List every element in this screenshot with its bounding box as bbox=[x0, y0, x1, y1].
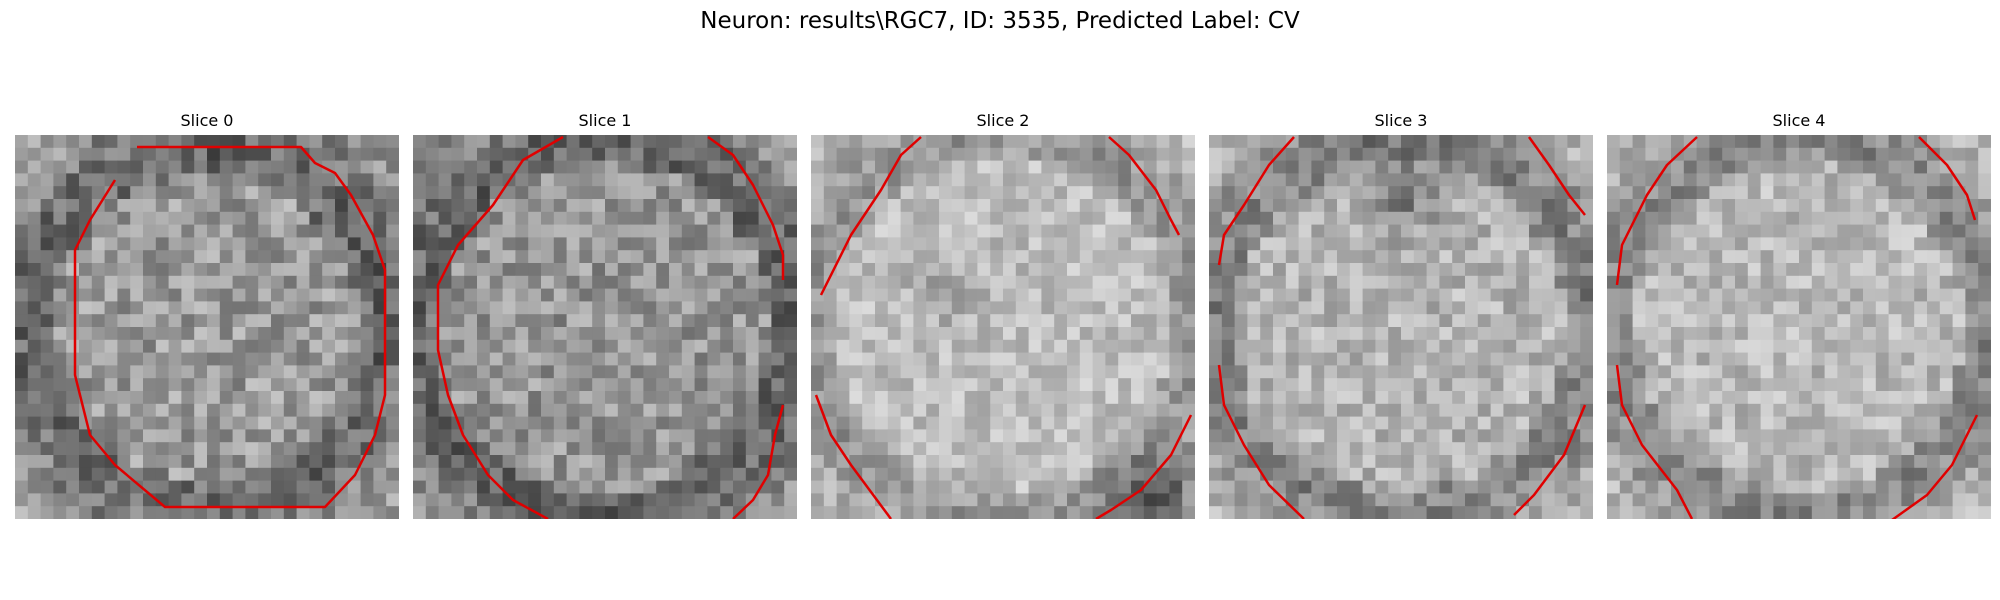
contour-line bbox=[1095, 414, 1193, 519]
slice-title-1: Slice 1 bbox=[578, 111, 632, 130]
figure-title: Neuron: results\RGC7, ID: 3535, Predicte… bbox=[700, 8, 1300, 34]
slice-title-0: Slice 0 bbox=[180, 111, 234, 130]
contour-line bbox=[1527, 136, 1586, 216]
slice-image-2 bbox=[811, 135, 1195, 519]
slice-panel-2: Slice 2 bbox=[811, 110, 1195, 519]
contour-line bbox=[707, 135, 785, 280]
contour-line bbox=[1108, 136, 1181, 236]
contour-line bbox=[1217, 136, 1295, 266]
contour-line bbox=[1615, 364, 1694, 519]
slice-panel-1: Slice 1 bbox=[413, 110, 797, 519]
contour-line bbox=[1918, 136, 1977, 221]
slice-panel-4: Slice 4 bbox=[1607, 110, 1991, 519]
slice-title-4: Slice 4 bbox=[1772, 111, 1826, 130]
slice-panel-0: Slice 0 bbox=[15, 110, 399, 519]
slice-image-4 bbox=[1607, 135, 1991, 519]
slice-title-3: Slice 3 bbox=[1374, 111, 1428, 130]
slice-image-0 bbox=[15, 135, 399, 519]
contour-line bbox=[73, 145, 387, 509]
contour-line bbox=[1217, 364, 1305, 519]
slice-panel-3: Slice 3 bbox=[1209, 110, 1593, 519]
contour-line bbox=[1615, 136, 1698, 286]
contour-line bbox=[436, 135, 564, 519]
slice-title-2: Slice 2 bbox=[976, 111, 1030, 130]
contour-line bbox=[732, 404, 785, 519]
contour-line bbox=[819, 136, 922, 296]
contour-line bbox=[814, 394, 893, 519]
contour-line bbox=[1891, 414, 1979, 519]
slice-image-1 bbox=[413, 135, 797, 519]
contour-line bbox=[1513, 404, 1587, 516]
slice-image-3 bbox=[1209, 135, 1593, 519]
